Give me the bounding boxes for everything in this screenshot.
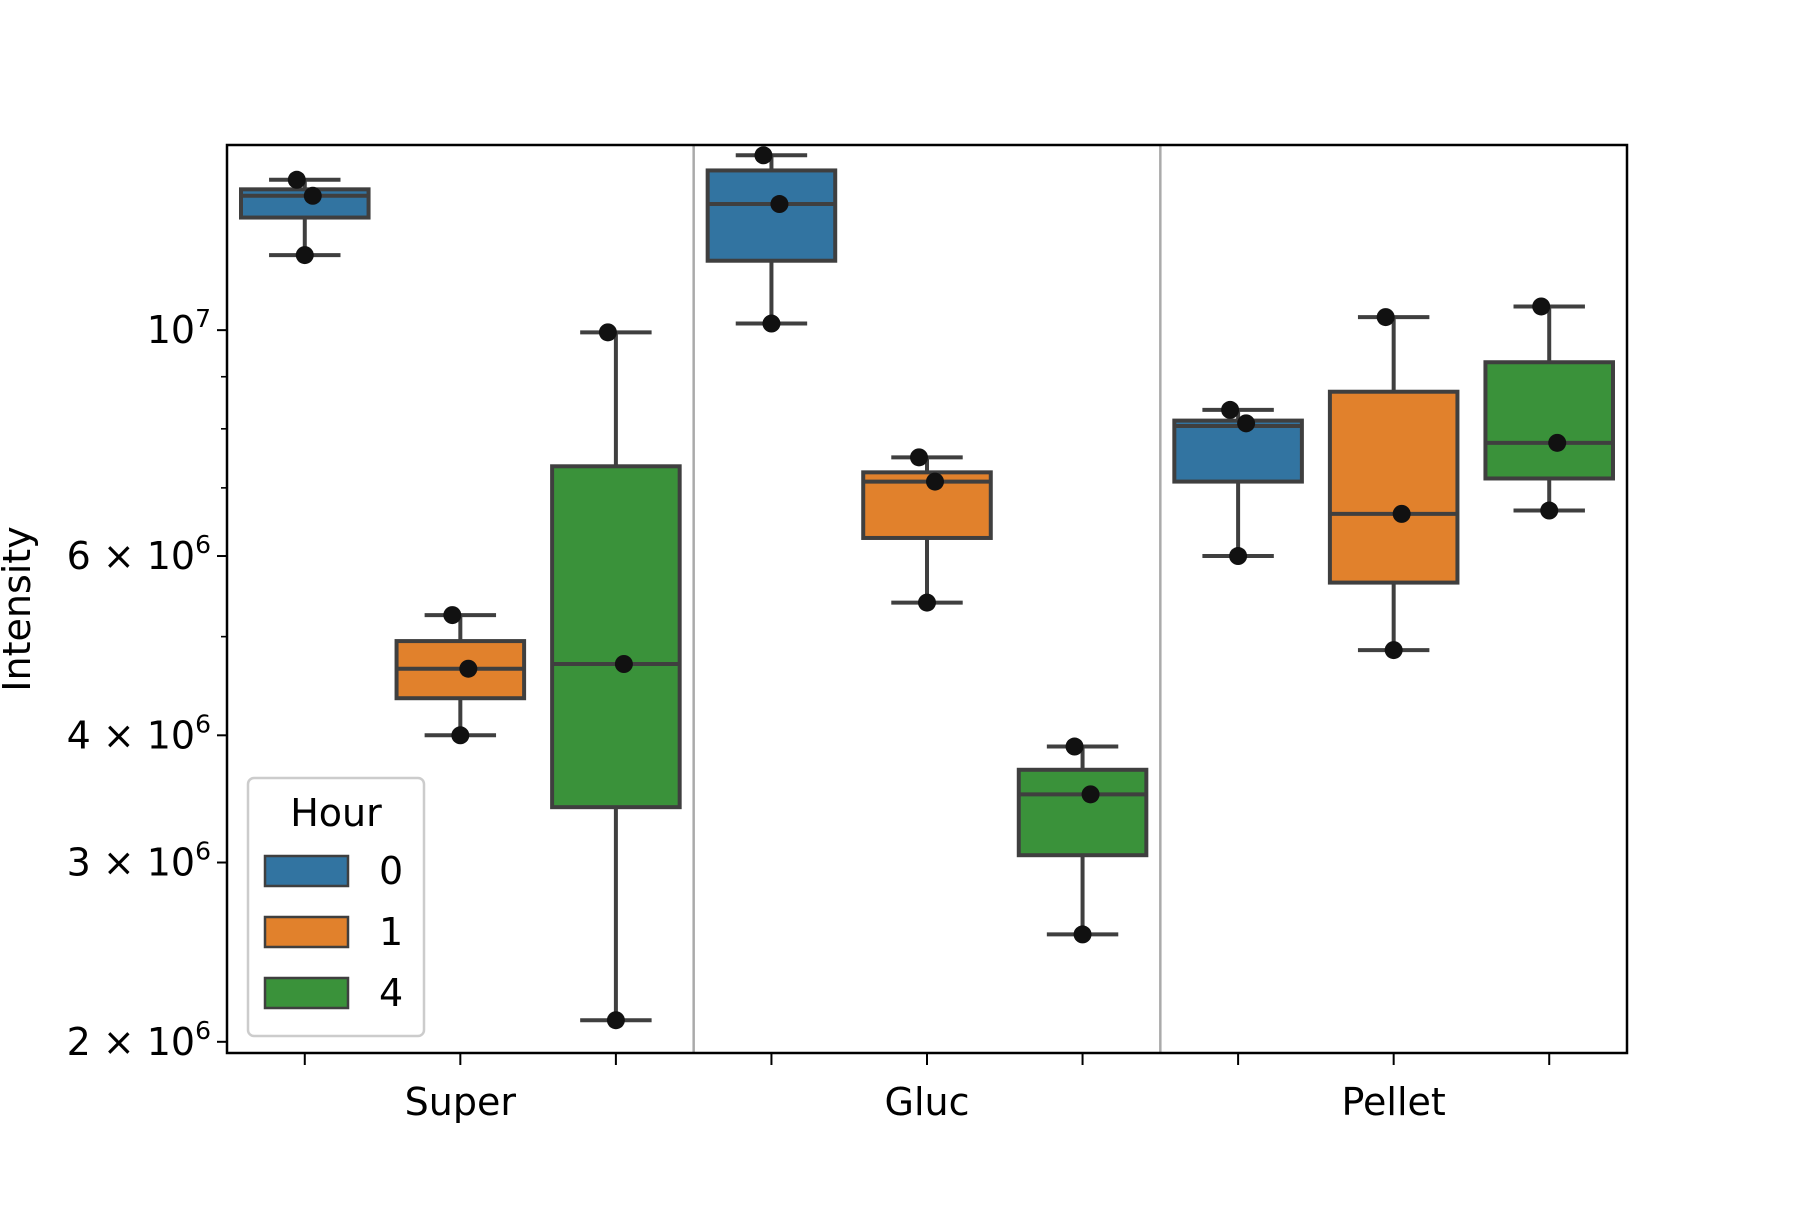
data-point <box>1548 433 1567 452</box>
legend-frame <box>246 776 426 1038</box>
data-point <box>1384 641 1403 660</box>
data-point <box>295 246 314 265</box>
legend-entry-label: 4 <box>379 971 403 1015</box>
legend-swatch <box>263 915 350 949</box>
data-point <box>1221 400 1240 419</box>
data-point <box>1065 737 1084 756</box>
data-point <box>1081 785 1100 804</box>
y-tick-label-base: 10 <box>147 308 195 352</box>
data-point <box>1229 547 1248 566</box>
legend-title: Hour <box>290 791 382 835</box>
box-iqr <box>550 464 682 810</box>
plot-layer <box>239 145 1616 1053</box>
y-tick-label-base: 6 × 10 <box>67 534 196 578</box>
data-point <box>926 472 944 491</box>
y-tick-label: 2 × 106 <box>67 1016 211 1064</box>
box-iqr <box>1016 767 1149 858</box>
y-tick-label-exponent: 6 <box>195 1016 211 1045</box>
y-tick-label: 3 × 106 <box>67 837 211 885</box>
data-point <box>451 726 470 745</box>
box-group <box>1327 315 1460 653</box>
data-point <box>459 659 478 678</box>
data-point <box>910 448 928 467</box>
legend-entry-label: 0 <box>379 849 403 893</box>
data-point <box>918 593 936 612</box>
data-point <box>754 146 773 165</box>
y-tick-label-base: 2 × 10 <box>67 1020 196 1064</box>
y-tick-label-base: 4 × 10 <box>67 713 196 757</box>
box-group <box>1016 744 1149 937</box>
legend: Hour 0 1 4 <box>246 776 426 1038</box>
y-tick-label: 107 <box>147 304 211 352</box>
box-group <box>1483 304 1616 513</box>
data-point <box>762 314 781 333</box>
data-point <box>1392 504 1411 523</box>
y-tick-label-base: 3 × 10 <box>67 841 196 885</box>
box-group <box>1172 407 1304 559</box>
legend-swatch <box>263 854 350 888</box>
data-point <box>770 195 789 214</box>
x-category-label: Gluc <box>885 1080 970 1124</box>
data-point <box>443 606 462 625</box>
data-point <box>303 186 322 205</box>
box-iqr <box>1327 389 1460 585</box>
data-point <box>1237 414 1256 433</box>
data-point <box>1376 308 1395 327</box>
y-tick-label-exponent: 6 <box>195 530 211 559</box>
legend-swatch <box>263 976 350 1010</box>
y-tick-label-exponent: 7 <box>195 304 211 333</box>
y-tick-label: 6 × 106 <box>67 530 211 578</box>
y-tick-label-exponent: 6 <box>195 709 211 738</box>
y-tick-label: 4 × 106 <box>67 709 211 757</box>
box-group <box>239 177 371 258</box>
legend-entry-label: 1 <box>379 910 403 954</box>
box-group <box>705 153 838 326</box>
box-iqr <box>705 168 838 263</box>
x-category-label: Super <box>405 1080 517 1124</box>
y-axis-label: Intensity <box>0 526 39 691</box>
box-iqr <box>1483 360 1616 481</box>
data-point <box>598 323 617 342</box>
data-point <box>1532 297 1551 316</box>
data-point <box>1073 925 1092 944</box>
data-point <box>614 655 633 674</box>
box-group <box>861 455 993 605</box>
box-group <box>394 613 527 738</box>
x-category-label: Pellet <box>1341 1080 1445 1124</box>
data-point <box>287 170 306 189</box>
y-tick-label-exponent: 6 <box>195 837 211 866</box>
data-point <box>606 1011 625 1030</box>
data-point <box>1540 501 1559 520</box>
box-iqr <box>1172 418 1304 484</box>
box-group <box>550 330 682 1023</box>
